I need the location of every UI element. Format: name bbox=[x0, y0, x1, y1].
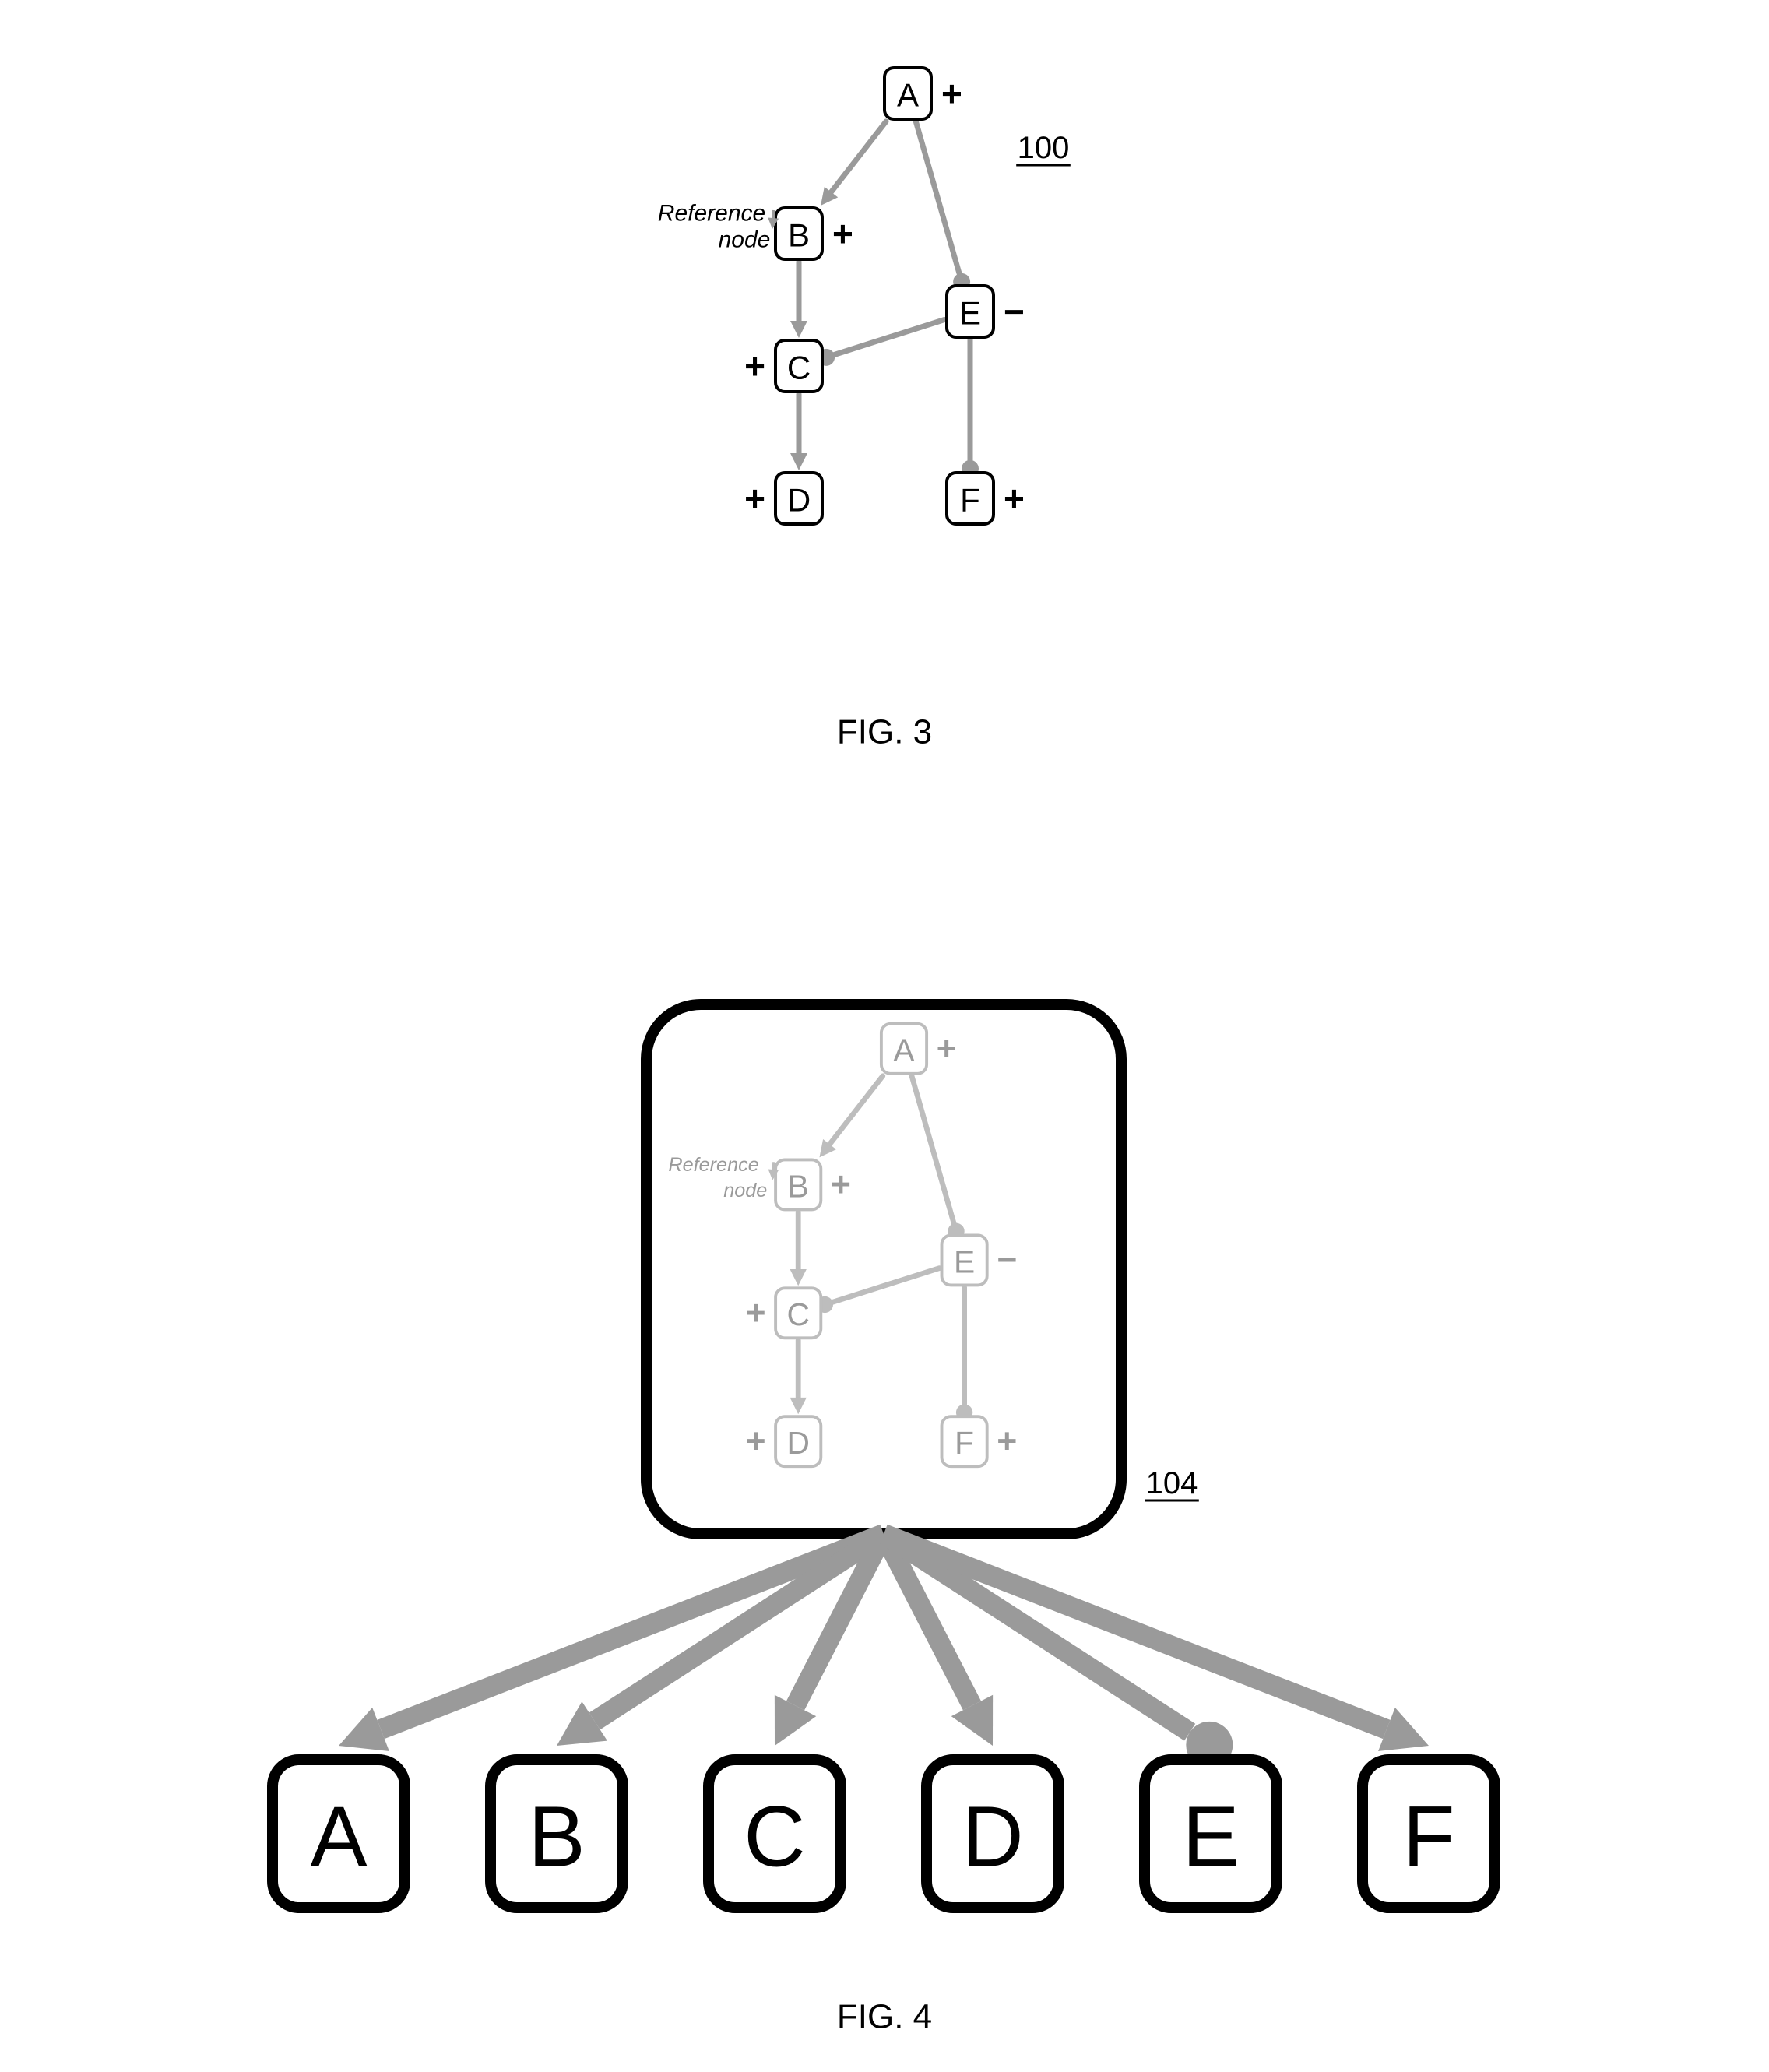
reference-node-label: Reference bbox=[668, 1154, 758, 1176]
reference-number: 104 bbox=[1146, 1466, 1198, 1500]
small-node-sign: − bbox=[1004, 291, 1025, 332]
small-node-sign: + bbox=[831, 1166, 851, 1204]
small-node-sign: + bbox=[745, 1423, 765, 1461]
small-node-label: F bbox=[955, 1425, 974, 1461]
small-node-label: D bbox=[787, 482, 811, 519]
small-node-label: F bbox=[960, 482, 980, 519]
figure-caption: FIG. 4 bbox=[837, 1998, 932, 2036]
small-node-sign: + bbox=[937, 1029, 957, 1068]
small-node-label: B bbox=[788, 217, 810, 254]
small-node-label: E bbox=[954, 1244, 975, 1279]
small-node-label: C bbox=[786, 1296, 809, 1332]
small-node-sign: + bbox=[744, 478, 765, 519]
big-node-label: E bbox=[1182, 1789, 1239, 1885]
big-node-label: B bbox=[528, 1789, 585, 1885]
small-node-sign: + bbox=[941, 73, 962, 114]
big-node-label: F bbox=[1402, 1789, 1454, 1885]
small-node-label: A bbox=[897, 77, 919, 114]
reference-number: 100 bbox=[1018, 131, 1070, 165]
small-node-sign: + bbox=[744, 346, 765, 386]
big-node-label: C bbox=[744, 1789, 805, 1885]
compound-node-panel bbox=[646, 1004, 1121, 1534]
big-node-label: A bbox=[310, 1789, 368, 1885]
small-node-sign: + bbox=[1004, 478, 1025, 519]
small-node-label: A bbox=[893, 1032, 915, 1068]
small-node-sign: + bbox=[832, 213, 853, 254]
small-node-label: C bbox=[787, 350, 811, 386]
big-node-label: D bbox=[962, 1789, 1023, 1885]
small-node-sign: + bbox=[997, 1423, 1017, 1461]
small-node-label: E bbox=[959, 295, 981, 332]
reference-node-label: node bbox=[719, 227, 771, 253]
small-node-label: D bbox=[786, 1425, 809, 1461]
small-node-sign: + bbox=[745, 1294, 765, 1332]
figure-caption: FIG. 3 bbox=[837, 713, 932, 751]
reference-node-label: Reference bbox=[658, 201, 765, 227]
reference-node-label: node bbox=[723, 1180, 767, 1201]
small-node-label: B bbox=[788, 1168, 809, 1204]
small-node-sign: − bbox=[997, 1241, 1017, 1279]
